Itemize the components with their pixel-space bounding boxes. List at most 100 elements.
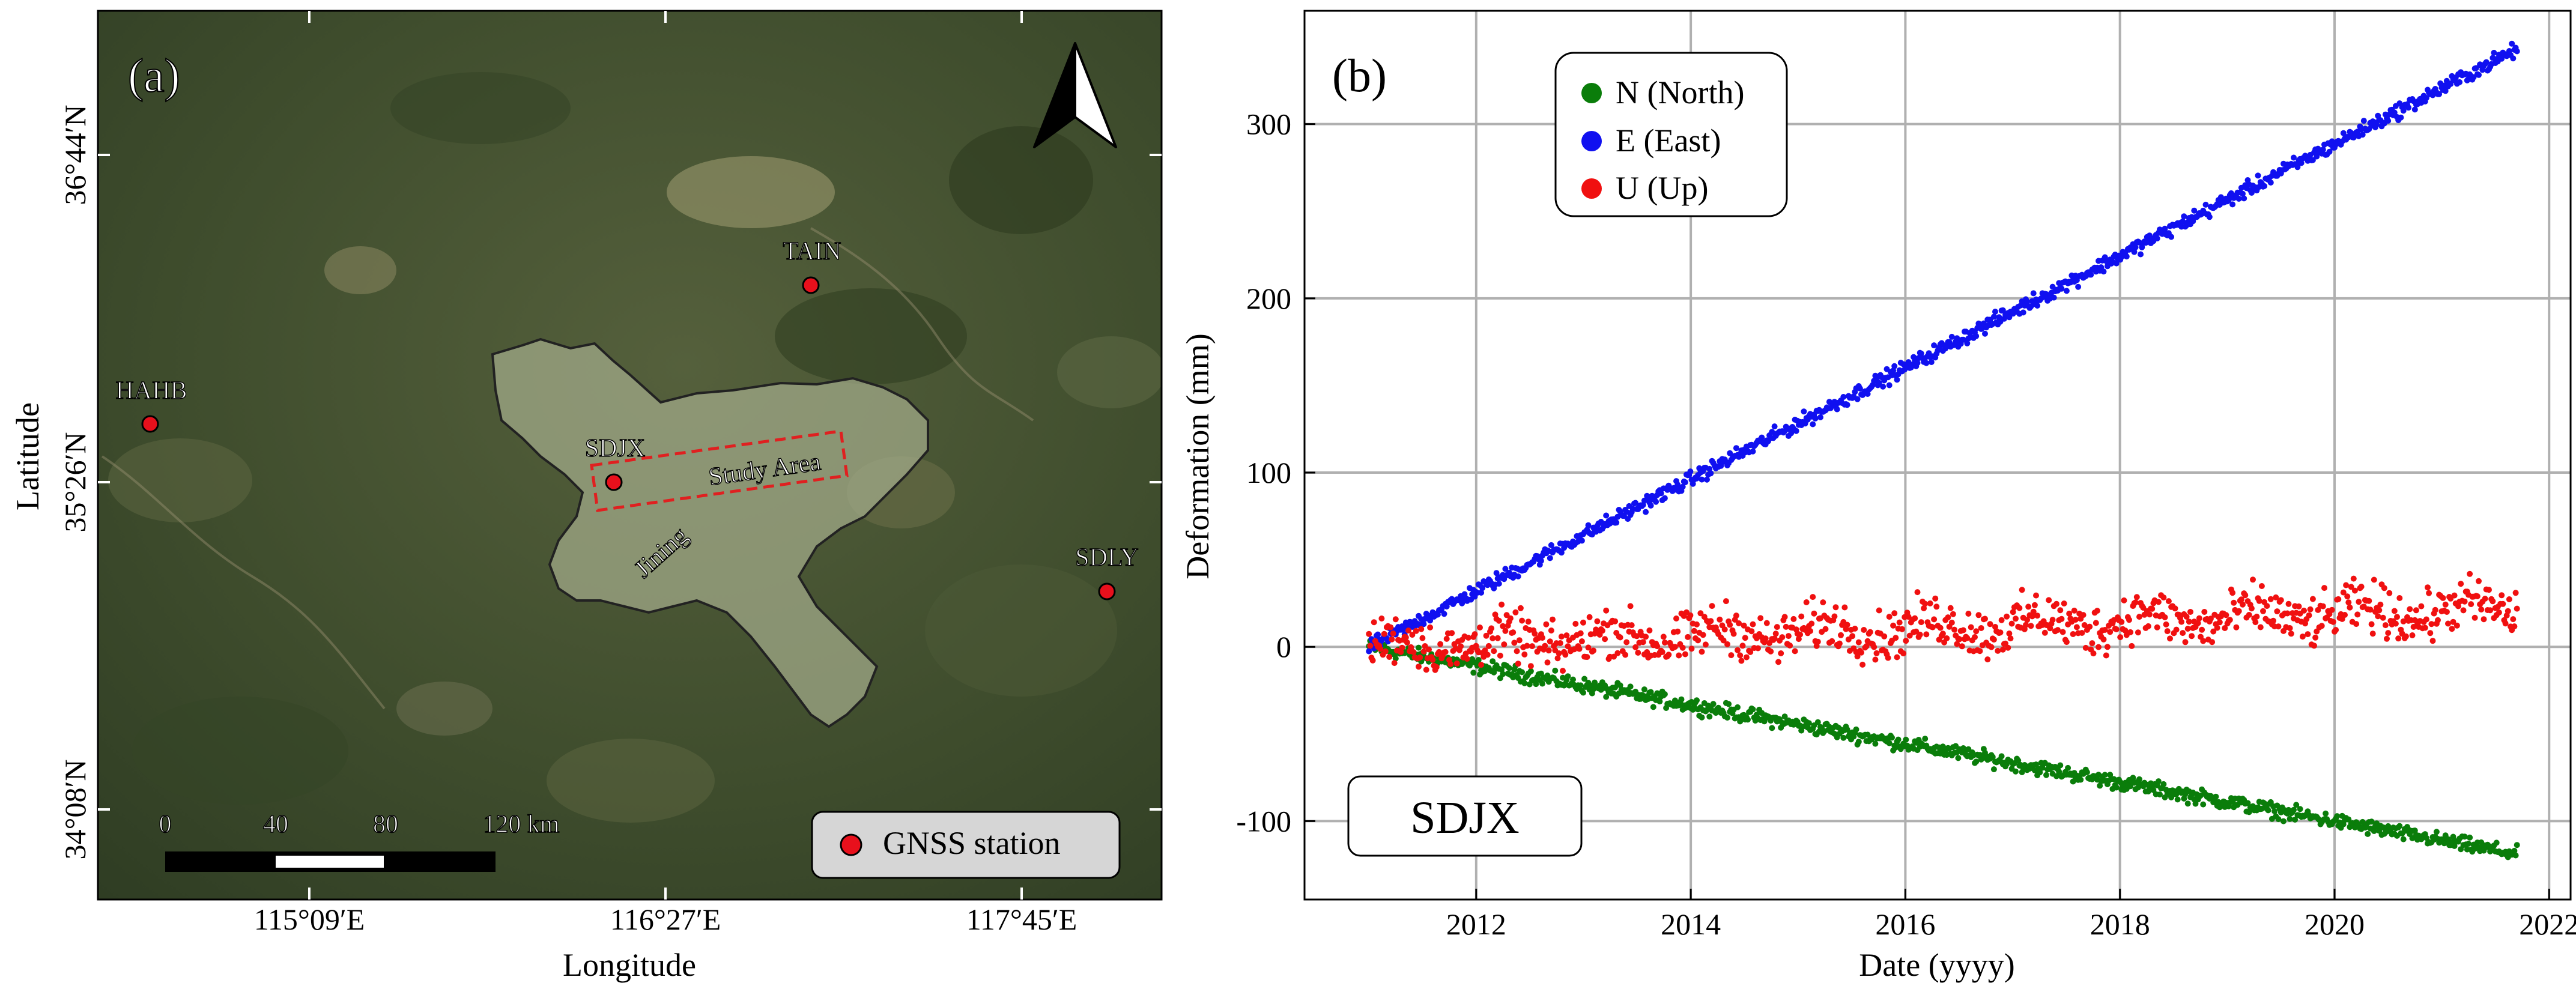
- data-point: [2440, 594, 2446, 601]
- scale-label: 120 km: [483, 811, 560, 838]
- data-point: [1679, 644, 1686, 651]
- data-point: [2467, 570, 2473, 577]
- data-point: [1634, 633, 1640, 640]
- data-point: [1502, 628, 1509, 634]
- data-point: [2104, 644, 2111, 650]
- data-point: [2450, 833, 2456, 840]
- data-point: [2167, 635, 2173, 642]
- map-y-tick: 35°26′N: [58, 432, 92, 532]
- data-point: [2409, 632, 2416, 638]
- data-point: [1762, 635, 1769, 642]
- data-point: [1678, 696, 1685, 703]
- data-point: [2506, 596, 2512, 602]
- data-point: [1735, 704, 1741, 710]
- data-point: [1867, 629, 1873, 635]
- data-point: [2461, 833, 2468, 840]
- data-point: [2136, 614, 2142, 620]
- data-point: [2063, 639, 2070, 646]
- chart-ticks: 2012 2014 2016 2018 2020 2022 -100 0 100 200 300: [1236, 107, 2576, 941]
- data-point: [1391, 660, 1398, 667]
- data-point: [1408, 644, 1414, 650]
- data-point: [1918, 350, 1924, 357]
- station-hahb: HAHB: [115, 376, 187, 433]
- data-point: [1392, 616, 1399, 623]
- data-point: [2455, 603, 2461, 609]
- data-point: [1778, 650, 1784, 656]
- data-point: [1854, 396, 1861, 402]
- data-point: [1570, 676, 1576, 683]
- legend-label: U (Up): [1616, 170, 1708, 206]
- data-point: [1987, 621, 1993, 628]
- data-point: [2354, 611, 2361, 618]
- data-point: [1928, 359, 1935, 365]
- data-point: [1709, 603, 1715, 609]
- map-y-label: Latitude: [10, 402, 46, 510]
- data-point: [2030, 608, 2037, 615]
- data-point: [2274, 608, 2281, 615]
- x-tick-label: 2020: [2305, 907, 2365, 941]
- x-tick-label: 2014: [1661, 907, 1721, 941]
- data-point: [1544, 659, 1551, 666]
- data-point: [1547, 555, 1553, 561]
- data-point: [1478, 590, 1485, 596]
- data-point: [1864, 731, 1871, 738]
- data-point: [1548, 542, 1554, 548]
- data-point: [2442, 601, 2449, 608]
- data-point: [2196, 615, 2202, 621]
- data-point: [1674, 628, 1681, 635]
- y-tick-label: 0: [1276, 630, 1291, 664]
- data-point: [2084, 769, 2090, 775]
- scale-label: 40: [263, 811, 288, 838]
- data-point: [1984, 656, 1991, 663]
- data-point: [1768, 648, 1774, 655]
- data-point: [1932, 595, 1939, 602]
- data-point: [1643, 634, 1649, 640]
- data-point: [2256, 597, 2262, 604]
- data-point: [1447, 661, 1454, 667]
- data-point: [1691, 628, 1697, 634]
- data-point: [1736, 620, 1742, 626]
- data-point: [1366, 631, 1372, 637]
- data-point: [1742, 635, 1748, 641]
- data-point: [1627, 683, 1634, 690]
- panel-a-label: (a): [128, 49, 180, 101]
- panel-b-label: (b): [1332, 49, 1387, 101]
- data-point: [2461, 598, 2468, 605]
- data-point: [1665, 652, 1672, 658]
- data-point: [2299, 634, 2306, 640]
- data-point: [2436, 91, 2443, 97]
- data-point: [2471, 614, 2478, 621]
- data-point: [1643, 509, 1649, 515]
- data-point: [1632, 500, 1639, 506]
- jining-boundary: [491, 337, 929, 728]
- data-point: [2287, 625, 2293, 631]
- data-point: [2423, 616, 2429, 623]
- data-point: [1894, 654, 1900, 661]
- data-point: [1708, 618, 1714, 624]
- data-point: [1515, 573, 1521, 579]
- data-point: [2418, 603, 2425, 609]
- data-point: [2369, 631, 2376, 637]
- terrain-texture: [108, 72, 1162, 823]
- data-point: [2334, 813, 2341, 820]
- data-point: [1494, 635, 1501, 641]
- data-point: [1880, 383, 1887, 390]
- data-point: [2071, 607, 2077, 614]
- data-point: [1750, 706, 1756, 713]
- data-point: [1545, 647, 1552, 654]
- data-point: [1939, 631, 1946, 637]
- data-point: [1496, 617, 1502, 624]
- data-point: [1614, 650, 1621, 656]
- data-point: [1521, 680, 1528, 686]
- data-point: [1485, 643, 1492, 649]
- data-point: [1872, 656, 1879, 663]
- data-point: [2216, 619, 2223, 626]
- data-point: [2057, 762, 2064, 769]
- data-point: [1502, 566, 1509, 572]
- data-point: [2366, 597, 2372, 604]
- data-point: [2080, 612, 2087, 618]
- data-point: [1527, 668, 1534, 674]
- data-point: [1640, 639, 1646, 646]
- data-point: [2353, 621, 2360, 628]
- data-point: [1893, 635, 1899, 641]
